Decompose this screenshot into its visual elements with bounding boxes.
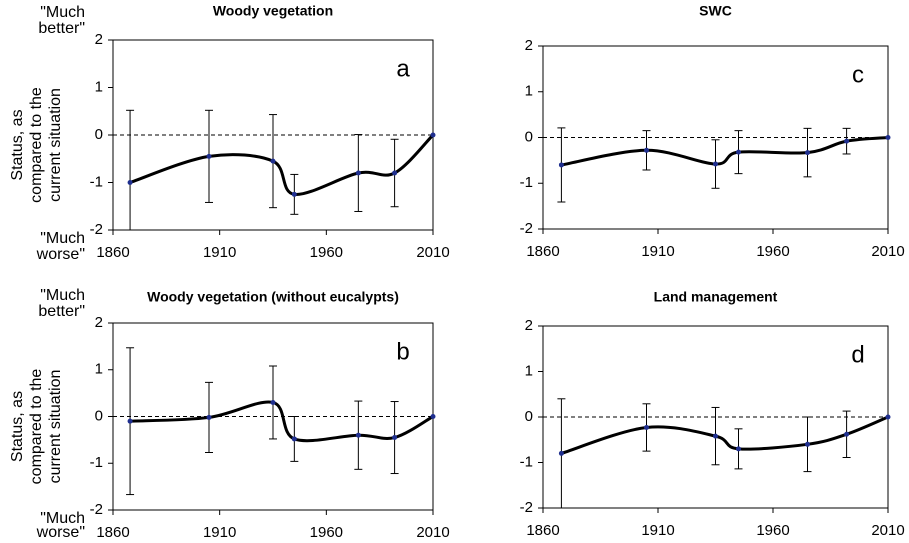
chart-title: Woody vegetation (without eucalypts) (147, 289, 399, 305)
y-axis-label: current situation (47, 88, 64, 202)
y-tick-label: -1 (90, 454, 103, 471)
top-label: better" (38, 303, 85, 320)
point (558, 162, 564, 168)
y-tick-label: -1 (90, 173, 103, 190)
x-tick-label: 2010 (416, 524, 449, 541)
x-tick-label: 1860 (526, 522, 559, 539)
point (355, 170, 361, 176)
chart-title: Woody vegetation (213, 3, 333, 19)
point (206, 153, 212, 159)
line (129, 133, 435, 196)
x-tick-label: 1960 (310, 524, 343, 541)
point (270, 399, 276, 405)
x-tick-label: 2010 (871, 243, 904, 260)
x-tick-label: 1960 (310, 244, 343, 261)
error-bar (126, 109, 135, 231)
y-axis-label: Status, as (9, 391, 26, 462)
point (844, 138, 850, 144)
point (713, 433, 718, 439)
y-tick-label: -2 (520, 220, 533, 237)
y-axis-label: compared to the (28, 87, 45, 203)
panel-letter: a (396, 55, 410, 82)
x-tick-label: 1910 (203, 244, 236, 261)
point (713, 161, 718, 167)
y-tick-label: 2 (95, 314, 103, 331)
bottom-label: worse" (36, 524, 85, 541)
x-tick-label: 2010 (416, 244, 449, 261)
point (644, 424, 649, 430)
y-tick-label: 2 (525, 317, 533, 334)
top-label: better" (38, 20, 85, 37)
y-tick-label: 0 (525, 128, 533, 145)
y-tick-label: -2 (90, 221, 103, 238)
point (844, 431, 850, 437)
x-tick-label: 1860 (526, 243, 559, 260)
y-tick-label: -2 (90, 501, 103, 518)
y-tick-label: 1 (525, 362, 533, 379)
y-tick-label: -1 (520, 174, 533, 191)
x-tick-label: 1860 (96, 524, 129, 541)
top-label: "Much (40, 4, 85, 21)
panel-letter: d (851, 341, 864, 368)
point (392, 435, 398, 441)
y-tick-label: 1 (525, 83, 533, 100)
y-tick-label: 1 (95, 361, 103, 378)
y-tick-label: -1 (520, 453, 533, 470)
line (561, 136, 889, 167)
point (392, 170, 398, 176)
x-tick-label: 2010 (871, 522, 904, 539)
top-label: "Much (40, 287, 85, 304)
y-axis-label: current situation (47, 370, 64, 484)
y-axis-label: compared to the (28, 369, 45, 485)
x-tick-label: 1910 (203, 524, 236, 541)
y-tick-label: -2 (520, 499, 533, 516)
point (430, 414, 436, 419)
point (291, 191, 297, 197)
point (885, 414, 891, 420)
x-tick-label: 1960 (756, 522, 789, 539)
point (558, 450, 564, 456)
point (270, 158, 276, 164)
point (805, 441, 810, 447)
point (736, 149, 741, 155)
point (206, 414, 212, 420)
x-tick-label: 1910 (641, 243, 674, 260)
panel-letter: c (852, 61, 864, 88)
point (736, 446, 741, 452)
point (127, 418, 133, 424)
line (129, 400, 434, 443)
point (885, 135, 891, 140)
bottom-label: worse" (36, 246, 85, 263)
chart-title: SWC (699, 3, 732, 19)
y-axis-label: Status, as (9, 109, 26, 180)
panel-letter: b (396, 338, 409, 365)
line (560, 415, 889, 455)
point (430, 132, 436, 138)
point (291, 436, 297, 442)
y-tick-label: 0 (95, 126, 103, 143)
y-tick-label: 1 (95, 78, 103, 95)
y-tick-label: 0 (525, 408, 533, 425)
x-tick-label: 1960 (756, 243, 789, 260)
bottom-label: "Much (40, 230, 85, 247)
point (355, 432, 361, 438)
chart-title: Land management (654, 289, 778, 305)
y-tick-label: 0 (95, 407, 103, 424)
x-tick-label: 1910 (641, 522, 674, 539)
y-tick-label: 2 (95, 31, 103, 48)
x-tick-label: 1860 (96, 244, 129, 261)
point (127, 180, 133, 185)
point (644, 147, 649, 153)
point (805, 150, 810, 156)
bottom-label: "Much (40, 510, 85, 527)
y-tick-label: 2 (525, 37, 533, 54)
